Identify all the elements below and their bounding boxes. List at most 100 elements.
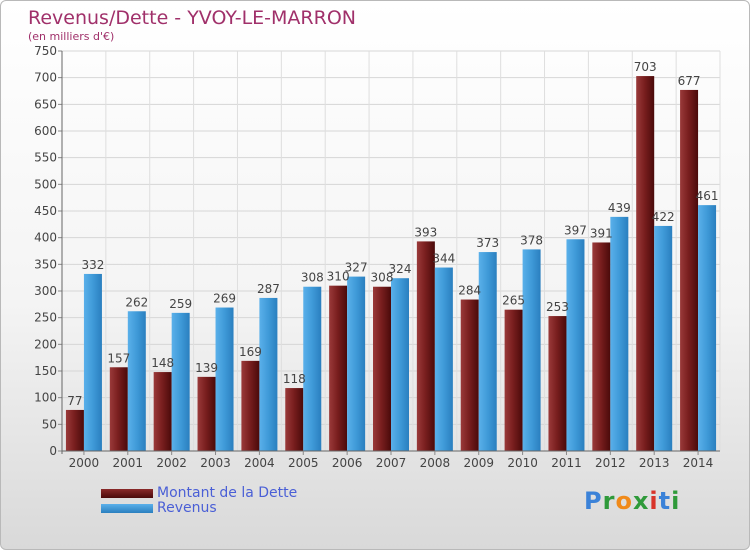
bar-revenus <box>347 276 366 451</box>
bar-debt-value-label: 677 <box>678 74 701 88</box>
bar-revenus-value-label: 422 <box>652 210 675 224</box>
x-tick-label: 2007 <box>376 456 407 470</box>
y-tick-label: 450 <box>34 204 57 218</box>
x-tick-label: 2013 <box>639 456 670 470</box>
bar-revenus <box>391 278 409 451</box>
y-tick-label: 600 <box>34 124 57 138</box>
bar-debt <box>592 242 611 451</box>
bar-debt <box>636 76 655 452</box>
bar-debt <box>241 360 260 451</box>
logo-letter: t <box>658 487 672 515</box>
bar-revenus <box>434 267 453 451</box>
bar-revenus-value-label: 439 <box>608 201 631 215</box>
x-tick-label: 2014 <box>683 456 714 470</box>
bar-debt-value-label: 169 <box>239 345 262 359</box>
x-tick-label: 2009 <box>463 456 494 470</box>
y-tick-label: 400 <box>34 231 57 245</box>
bar-debt-value-label: 139 <box>195 361 218 375</box>
bar-debt-value-label: 148 <box>151 356 174 370</box>
bar-debt <box>329 285 348 451</box>
y-tick-label: 0 <box>49 444 57 458</box>
x-tick-label: 2011 <box>551 456 582 470</box>
bar-revenus-value-label: 378 <box>520 233 543 247</box>
bar-debt <box>548 316 567 451</box>
logo-letter: P <box>584 487 603 515</box>
y-tick-label: 250 <box>34 311 57 325</box>
bar-debt <box>460 299 479 451</box>
bar-revenus <box>83 273 102 451</box>
bar-debt <box>373 286 391 451</box>
x-tick-label: 2010 <box>507 456 538 470</box>
bar-revenus <box>610 216 629 451</box>
x-tick-label: 2000 <box>69 456 100 470</box>
chart-title: Revenus/Dette - YVOY-LE-MARRON <box>28 7 357 29</box>
logo-letter: r <box>602 487 616 515</box>
x-tick-label: 2001 <box>113 456 144 470</box>
bar-debt-value-label: 118 <box>283 372 306 386</box>
y-tick-label: 350 <box>34 257 57 271</box>
logo-letter: o <box>615 487 633 515</box>
logo-letter: x <box>632 487 650 515</box>
y-tick-label: 550 <box>34 151 57 165</box>
x-tick-label: 2003 <box>200 456 231 470</box>
bar-debt-value-label: 391 <box>590 226 613 240</box>
bar-revenus <box>303 286 322 451</box>
legend-label-revenus: Revenus <box>157 500 217 516</box>
y-tick-label: 150 <box>34 364 57 378</box>
bar-debt-value-label: 703 <box>634 60 657 74</box>
bar-revenus <box>566 239 585 451</box>
bar-revenus-value-label: 373 <box>476 236 499 250</box>
bar-revenus <box>522 249 541 451</box>
bar-revenus-value-label: 461 <box>696 189 719 203</box>
bar-debt-value-label: 310 <box>327 270 350 284</box>
x-tick-label: 2006 <box>332 456 363 470</box>
bar-revenus-value-label: 324 <box>389 262 412 276</box>
y-tick-label: 500 <box>34 177 57 191</box>
bar-revenus-value-label: 308 <box>301 271 324 285</box>
y-tick-label: 50 <box>42 417 57 431</box>
legend-swatch-revenus <box>101 504 153 513</box>
bar-revenus-value-label: 269 <box>213 292 236 306</box>
bar-revenus <box>698 205 717 451</box>
y-tick-label: 300 <box>34 284 57 298</box>
chart-subtitle: (en milliers d'€) <box>28 30 115 43</box>
bar-revenus <box>654 225 673 451</box>
proxiti-logo: Proxiti <box>584 487 680 515</box>
bar-revenus <box>259 297 278 451</box>
logo-letter: i <box>649 487 659 515</box>
legend-label-debt: Montant de la Dette <box>157 485 298 501</box>
bar-revenus-value-label: 332 <box>81 258 104 272</box>
legend-swatch-debt <box>101 489 153 498</box>
bar-debt-value-label: 157 <box>107 351 130 365</box>
bar-debt <box>285 388 304 451</box>
bar-debt <box>197 376 216 451</box>
bar-revenus-value-label: 287 <box>257 282 280 296</box>
bar-debt-value-label: 284 <box>458 284 481 298</box>
bar-debt-value-label: 253 <box>546 300 569 314</box>
y-tick-label: 700 <box>34 71 57 85</box>
bar-revenus <box>478 252 497 451</box>
bar-revenus <box>215 307 234 451</box>
y-tick-label: 100 <box>34 391 57 405</box>
logo-letter: i <box>671 487 681 515</box>
y-tick-label: 200 <box>34 337 57 351</box>
bar-debt-value-label: 393 <box>414 225 437 239</box>
bar-debt <box>416 241 435 451</box>
bar-revenus-value-label: 262 <box>125 295 148 309</box>
bar-debt-value-label: 265 <box>502 294 525 308</box>
bar-revenus <box>171 312 190 451</box>
x-tick-label: 2004 <box>244 456 275 470</box>
bar-revenus <box>127 311 146 451</box>
bar-debt-value-label: 308 <box>371 271 394 285</box>
y-tick-label: 750 <box>34 44 57 58</box>
bar-revenus-value-label: 397 <box>564 223 587 237</box>
bar-debt <box>680 89 699 451</box>
x-tick-label: 2005 <box>288 456 319 470</box>
x-tick-label: 2002 <box>156 456 187 470</box>
bar-revenus-value-label: 344 <box>432 252 455 266</box>
bar-debt <box>153 372 172 451</box>
x-tick-label: 2008 <box>420 456 451 470</box>
bar-debt-value-label: 77 <box>67 394 82 408</box>
